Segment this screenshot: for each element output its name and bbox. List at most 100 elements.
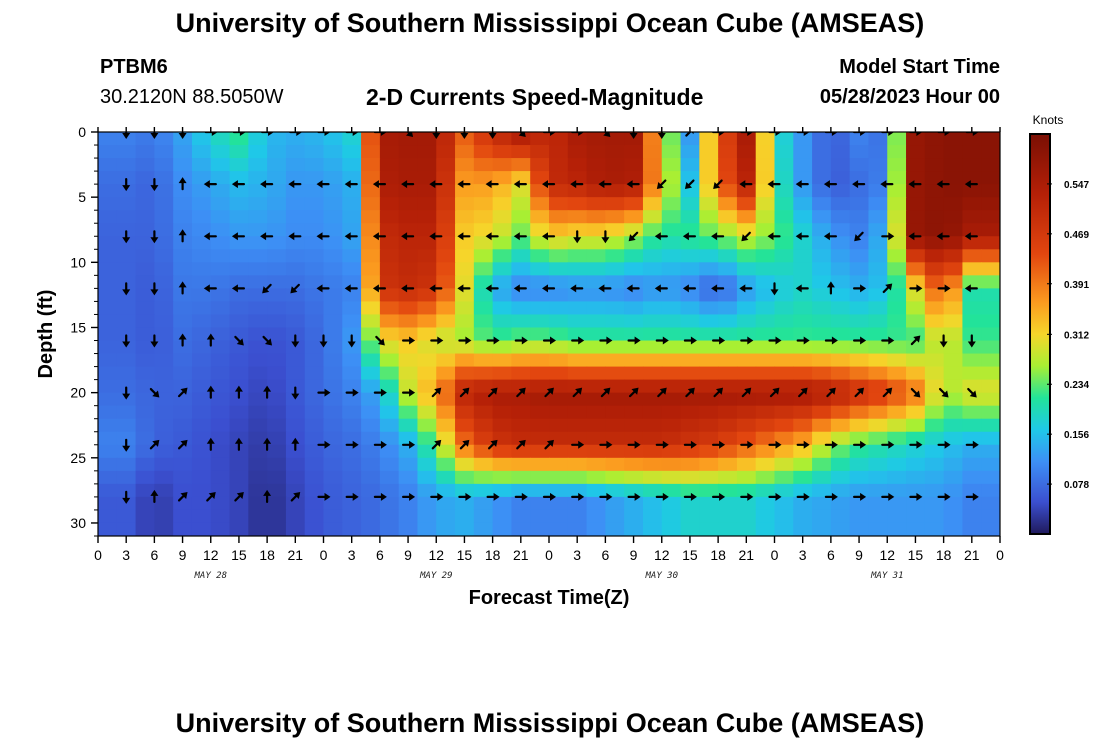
current-arrow — [460, 132, 469, 139]
y-tick-label: 20 — [70, 385, 86, 401]
heatmap-cell — [624, 522, 644, 536]
heatmap-cell — [417, 327, 437, 342]
heatmap-cell — [191, 522, 212, 536]
heatmap-cell — [530, 522, 550, 536]
heatmap-cell — [943, 418, 964, 433]
heatmap-cell — [323, 223, 343, 237]
heatmap-cell — [962, 470, 982, 485]
heatmap-cell — [379, 158, 400, 172]
heatmap-cell — [793, 145, 813, 159]
x-tick-label: 15 — [457, 547, 473, 563]
heatmap-cell — [210, 262, 231, 276]
heatmap-cell — [191, 509, 212, 524]
y-axis-title: Depth (ft) — [35, 290, 57, 379]
heatmap-cell — [755, 288, 776, 303]
heatmap-cell — [943, 327, 964, 342]
heatmap-cell — [812, 509, 832, 524]
current-arrow — [654, 232, 668, 241]
heatmap-cell — [116, 197, 137, 211]
current-arrow — [234, 385, 243, 399]
heatmap-cell — [191, 145, 212, 159]
heatmap-cell — [530, 340, 550, 355]
heatmap-cell — [492, 470, 513, 485]
current-arrow — [770, 282, 779, 296]
heatmap-cell — [455, 132, 475, 146]
currents-chart: 0 3 6 9 12 15 18 21 0 3 6 9 12 15 18 21 0 3 6 9 12 15 18 21 0 3 6 9… — [35, 113, 1089, 609]
heatmap-cell — [849, 262, 870, 276]
heatmap-cell — [173, 340, 193, 355]
heatmap-cell — [605, 444, 625, 459]
heatmap-cell — [191, 210, 212, 224]
current-arrow — [654, 284, 668, 293]
heatmap-cell — [361, 288, 381, 303]
heatmap-cell — [849, 353, 870, 368]
heatmap-cell — [605, 509, 625, 524]
heatmap-cell — [285, 171, 306, 185]
heatmap-cell — [699, 366, 719, 381]
heatmap-cell — [699, 509, 719, 524]
current-arrow — [203, 284, 217, 293]
heatmap-cell — [605, 327, 625, 342]
heatmap-cell — [661, 496, 682, 511]
heatmap-cell — [210, 379, 231, 394]
current-arrow — [824, 492, 838, 501]
heatmap-cell — [473, 327, 494, 342]
heatmap-cell — [736, 288, 757, 303]
heatmap-cell — [718, 249, 738, 263]
heatmap-cell — [642, 145, 663, 159]
current-arrow — [768, 132, 782, 136]
heatmap-cell — [661, 236, 682, 250]
heatmap-cell — [361, 197, 381, 211]
current-arrow — [627, 492, 641, 501]
heatmap-cell — [210, 444, 231, 459]
heatmap-cell — [755, 522, 776, 536]
heatmap-cell — [248, 275, 268, 289]
heatmap-cell — [680, 483, 700, 498]
heatmap-cell — [191, 379, 212, 394]
current-arrow — [964, 232, 978, 241]
heatmap-cell — [191, 366, 212, 381]
heatmap-cell — [962, 379, 982, 394]
heatmap-cell — [793, 392, 813, 407]
heatmap-cell — [962, 145, 982, 159]
heatmap-cell — [736, 197, 757, 211]
heatmap-cell — [868, 236, 888, 250]
heatmap-cell — [849, 314, 870, 329]
heatmap-cell — [304, 262, 325, 276]
heatmap-cell — [248, 418, 268, 433]
heatmap-cell — [398, 327, 419, 342]
heatmap-cell — [116, 496, 137, 511]
heatmap-cell — [981, 418, 1000, 433]
heatmap-cell — [342, 223, 362, 237]
heatmap-cell — [530, 431, 550, 446]
heatmap-cell — [699, 236, 719, 250]
heatmap-cell — [173, 353, 193, 368]
heatmap-cell — [624, 132, 644, 146]
heatmap-cell — [173, 457, 193, 472]
heatmap-cell — [567, 158, 588, 172]
heatmap-cell — [624, 145, 644, 159]
heatmap-cell — [304, 184, 325, 198]
heatmap-cell — [812, 262, 832, 276]
heatmap-cell — [361, 145, 381, 159]
heatmap-cell — [624, 405, 644, 420]
heatmap-cell — [511, 262, 531, 276]
heatmap-cell — [398, 132, 419, 146]
heatmap-cell — [774, 223, 794, 237]
heatmap-cell — [436, 392, 456, 407]
heatmap-cell — [398, 431, 419, 446]
heatmap-cell — [342, 132, 362, 146]
heatmap-cell — [116, 444, 137, 459]
heatmap-cell — [229, 470, 249, 485]
heatmap-cell — [981, 249, 1000, 263]
heatmap-cell — [586, 275, 606, 289]
heatmap-cell — [511, 301, 531, 316]
heatmap-cell — [267, 522, 287, 536]
heatmap-cell — [868, 145, 888, 159]
heatmap-cell — [530, 145, 550, 159]
heatmap-cell — [135, 171, 155, 185]
heatmap-cell — [812, 132, 832, 146]
heatmap-cell — [736, 418, 757, 433]
current-arrow — [122, 334, 131, 348]
heatmap-cell — [680, 405, 700, 420]
